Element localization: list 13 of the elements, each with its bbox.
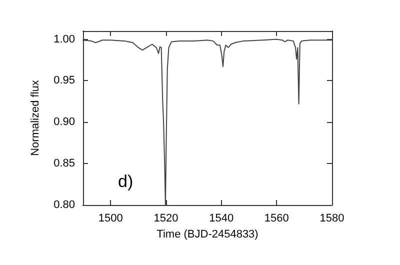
y-tick-label: 0.95: [54, 74, 75, 87]
y-tick-label: 0.90: [54, 116, 75, 128]
x-tick-label: 1520: [154, 212, 178, 224]
x-tick-label: 1560: [264, 212, 289, 224]
y-tick-label: 1.00: [54, 33, 75, 46]
x-tick-label: 1540: [209, 212, 234, 224]
y-axis-title: Normalized flux: [30, 80, 42, 156]
x-tick-label: 1580: [320, 212, 344, 224]
y-tick-label: 0.80: [54, 199, 75, 211]
x-axis-title: Time (BJD-2454833): [156, 228, 258, 240]
annotation: d): [118, 172, 134, 191]
y-tick-label: 0.85: [54, 158, 75, 170]
x-tick-label: 1500: [98, 212, 123, 224]
